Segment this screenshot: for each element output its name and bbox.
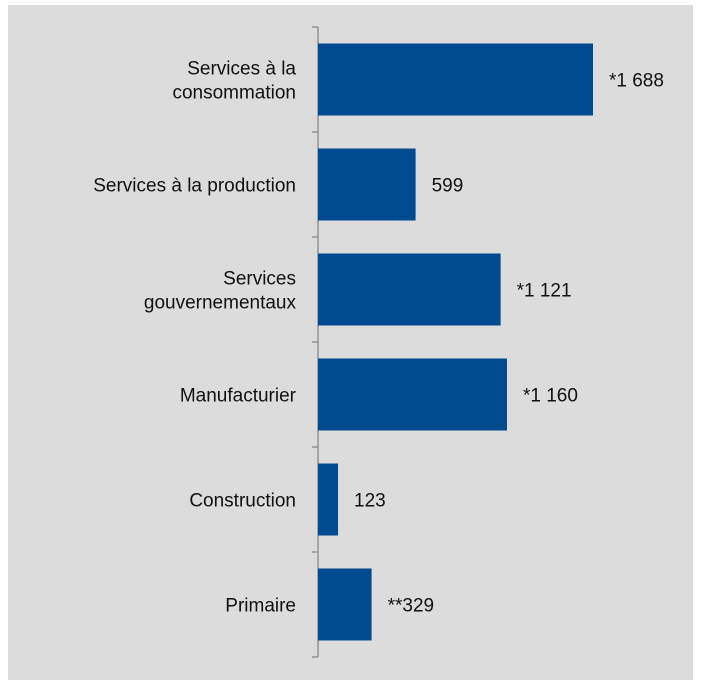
data-label: **329 (388, 596, 435, 617)
data-label: *1 688 (609, 71, 664, 92)
category-tick-label: Manufacturier (180, 386, 297, 407)
category-tick-label: Services gouvernementaux (144, 269, 297, 314)
category-tick-label: Services à la consommation (172, 59, 296, 104)
bar (318, 568, 372, 641)
category-tick-label: Primaire (225, 596, 296, 617)
data-labels-group: *1 688 599 *1 121 *1 160 123 **329 (354, 71, 664, 617)
bar (318, 148, 416, 221)
category-tick-label: Services à la production (93, 176, 296, 197)
category-labels-group: Services à la consommation Services à la p… (93, 59, 296, 617)
bar-chart: Services à la consommation Services à la p… (8, 5, 693, 680)
category-axis (312, 26, 319, 658)
bar (318, 253, 501, 326)
chart-container: Services à la consommation Services à la p… (8, 5, 693, 680)
bar (318, 463, 339, 536)
category-tick-label: Construction (189, 491, 296, 512)
data-label: *1 160 (523, 386, 578, 407)
bars-group (318, 43, 593, 641)
bar (318, 358, 507, 431)
chart-background (8, 5, 693, 680)
data-label: *1 121 (517, 281, 572, 302)
data-label: 123 (354, 491, 386, 512)
data-label: 599 (432, 176, 464, 197)
bar (318, 43, 593, 116)
